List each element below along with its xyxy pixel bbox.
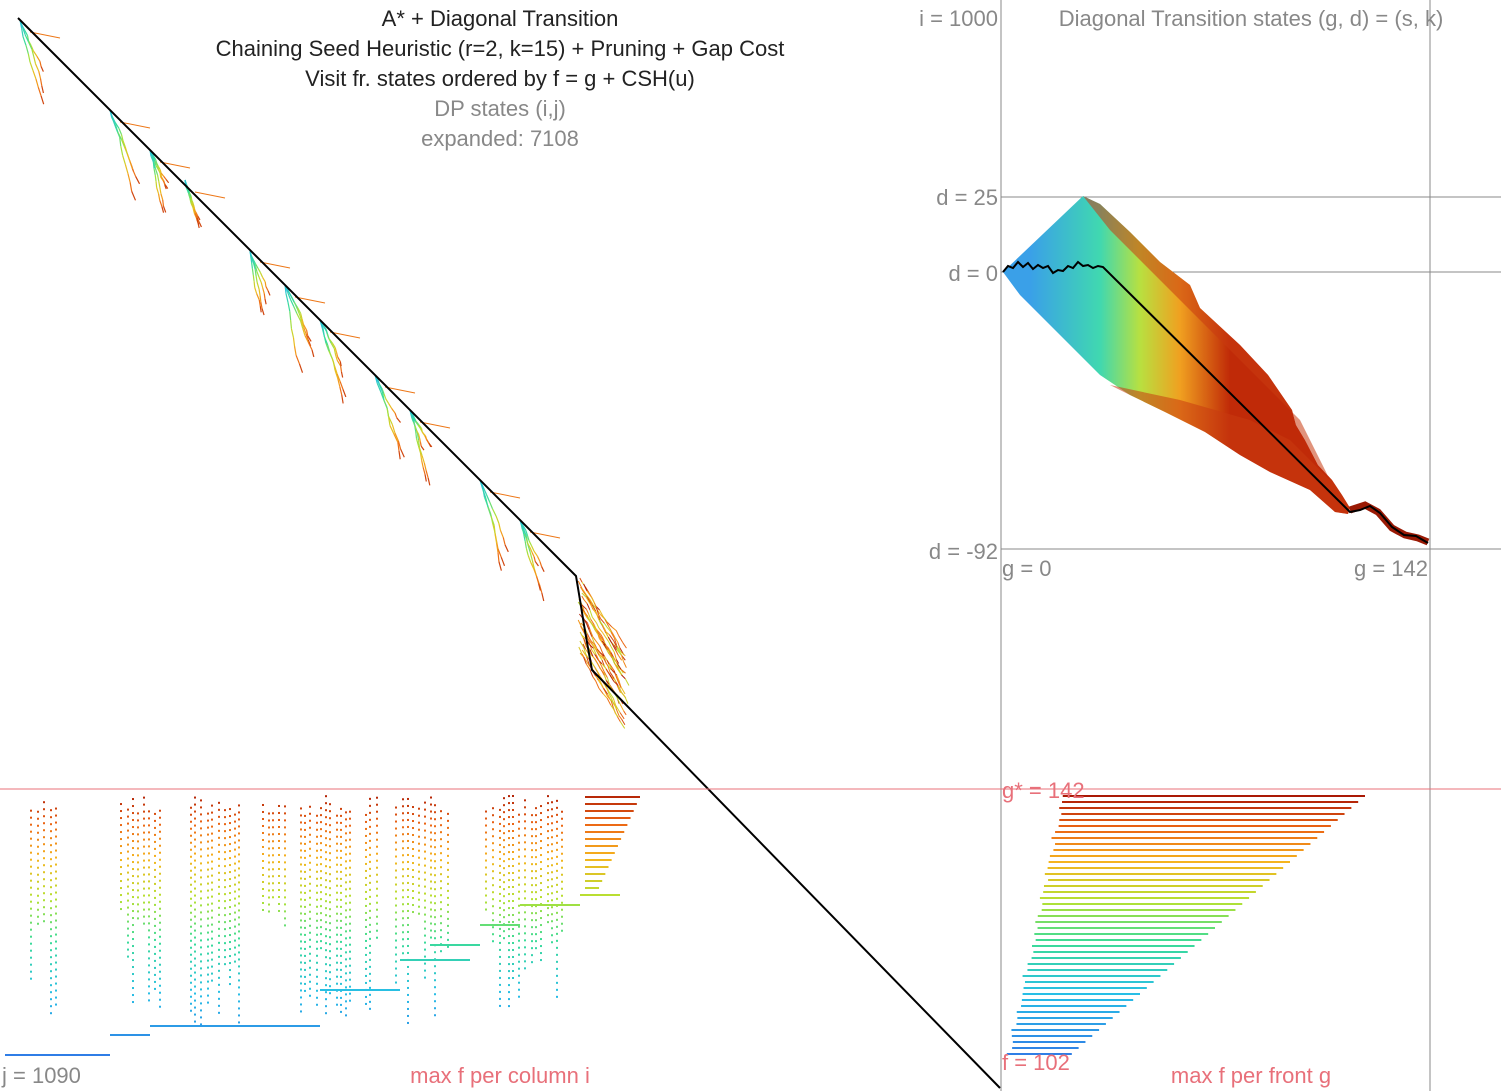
d-minus92-label: d = -92 <box>929 539 998 564</box>
max-f-per-front-histogram <box>1006 795 1365 1055</box>
f-min-label: f = 102 <box>1002 1050 1070 1075</box>
dt-states-region <box>1003 196 1430 546</box>
dt-alignment-path <box>1002 260 1429 544</box>
dt-panel-title: Diagonal Transition states (g, d) = (s, … <box>1059 6 1444 31</box>
d-0-label: d = 0 <box>948 261 998 286</box>
max-f-column-caption: max f per column i <box>410 1063 590 1088</box>
dp-alignment-path <box>17 17 1001 1089</box>
gstar-label: g* = 142 <box>1002 778 1085 803</box>
dp-explored-region <box>577 577 630 729</box>
max-f-front-caption: max f per front g <box>1171 1063 1331 1088</box>
main-title: A* + Diagonal Transition <box>382 6 619 31</box>
i-max-label: i = 1000 <box>919 6 998 31</box>
dp-states-label: DP states (i,j) <box>434 96 566 121</box>
expanded-count: expanded: 7108 <box>421 126 579 151</box>
max-f-per-column-histogram <box>5 795 640 1056</box>
g-0-label: g = 0 <box>1002 556 1052 581</box>
d-25-label: d = 25 <box>936 185 998 210</box>
j-max-label: j = 1090 <box>1 1063 81 1088</box>
order-title: Visit fr. states ordered by f = g + CSH(… <box>305 66 695 91</box>
heuristic-title: Chaining Seed Heuristic (r=2, k=15) + Pr… <box>216 36 785 61</box>
dp-explored-states <box>19 19 561 602</box>
g-142-label: g = 142 <box>1354 556 1428 581</box>
